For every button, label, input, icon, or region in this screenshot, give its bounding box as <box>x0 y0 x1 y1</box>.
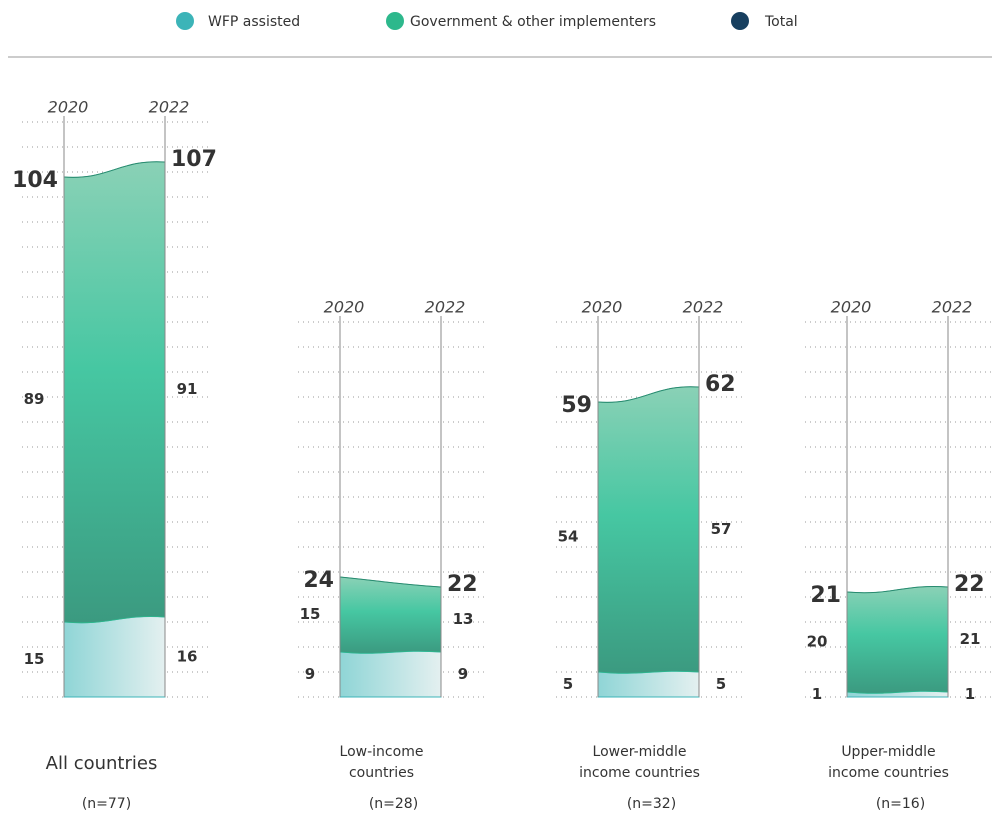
total-label: 22 <box>447 572 478 597</box>
stack-area <box>339 650 442 698</box>
total-label: 104 <box>12 168 58 193</box>
total-label: 62 <box>705 372 736 397</box>
segment-label: 54 <box>558 528 579 546</box>
legend-swatch <box>176 12 194 30</box>
segment-label: 15 <box>300 605 321 623</box>
total-line <box>597 386 700 403</box>
total-line <box>846 586 949 594</box>
legend-label: Total <box>764 14 798 30</box>
segment-label: 57 <box>711 520 732 538</box>
group-count: (n=77) <box>82 796 131 812</box>
stack-area <box>63 161 166 624</box>
year-label: 2022 <box>425 298 466 317</box>
group-label: countries <box>349 765 414 781</box>
total-line <box>339 576 442 588</box>
segment-label: 9 <box>458 665 468 683</box>
segment-label: 20 <box>807 633 828 651</box>
year-label: 2020 <box>324 298 365 317</box>
segment-label: 89 <box>24 390 45 408</box>
total-label: 107 <box>171 147 217 172</box>
year-label: 2022 <box>932 298 973 317</box>
group-count: (n=32) <box>627 796 676 812</box>
legend-label: Government & other implementers <box>410 14 656 30</box>
group-label: Low-income <box>340 744 424 760</box>
segment-label: 1 <box>812 685 822 703</box>
stack-area <box>846 586 949 694</box>
total-label: 22 <box>954 572 985 597</box>
year-label: 2020 <box>48 98 89 117</box>
group-label: income countries <box>828 765 949 781</box>
year-label: 2020 <box>582 298 623 317</box>
segment-label: 16 <box>177 648 198 666</box>
segment-label: 1 <box>965 685 975 703</box>
segment-label: 5 <box>716 675 726 693</box>
year-label: 2020 <box>831 298 872 317</box>
segment-label: 21 <box>960 630 981 648</box>
segment-label: 91 <box>177 380 198 398</box>
stack-area <box>339 576 442 654</box>
stack-area <box>597 386 700 674</box>
legend-swatch <box>386 12 404 30</box>
total-label: 21 <box>810 583 841 608</box>
total-label: 59 <box>561 393 592 418</box>
segment-label: 15 <box>24 650 45 668</box>
year-label: 2022 <box>683 298 724 317</box>
stack-area <box>63 616 166 698</box>
group-label: income countries <box>579 765 700 781</box>
total-label: 24 <box>303 568 334 593</box>
group-count: (n=28) <box>369 796 418 812</box>
group-label: All countries <box>46 753 158 774</box>
segment-label: 13 <box>453 610 474 628</box>
group-label: Upper-middle <box>841 744 935 760</box>
total-line <box>63 161 166 178</box>
stack-area <box>597 670 700 698</box>
group-label: Lower-middle <box>593 744 687 760</box>
segment-label: 9 <box>305 665 315 683</box>
legend-swatch <box>731 12 749 30</box>
segment-label: 5 <box>563 675 573 693</box>
legend-label: WFP assisted <box>208 14 300 30</box>
year-label: 2022 <box>149 98 190 117</box>
group-count: (n=16) <box>876 796 925 812</box>
